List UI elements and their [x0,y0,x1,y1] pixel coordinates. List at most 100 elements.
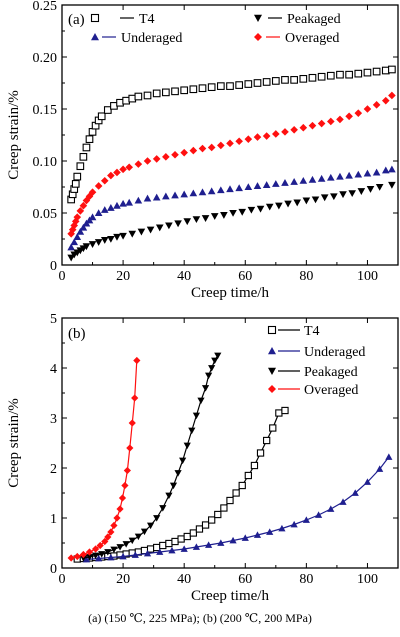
data-point [116,505,124,513]
data-point [159,541,167,550]
series-peakaged [67,181,396,262]
data-point [317,174,326,182]
data-point [82,555,91,563]
data-point [85,554,94,561]
data-point [189,85,198,94]
legend-entry: Peakaged [254,12,341,27]
data-point [198,84,207,93]
y-tick-label: 0.25 [33,0,58,14]
data-point [354,170,363,178]
legend-marker [267,325,277,335]
data-point [198,144,207,153]
data-point [134,533,142,541]
data-point [308,175,317,183]
data-point [290,126,298,134]
data-point [96,541,104,550]
data-point [275,202,283,210]
data-point [269,424,277,432]
data-point [217,539,225,546]
data-point [201,385,210,392]
y-tick-label: 5 [50,312,57,327]
plot-frame [61,4,399,266]
data-point [363,68,372,77]
data-point [262,181,271,188]
data-point [351,489,359,496]
y-tick-label: 0.15 [33,103,58,118]
data-point [299,123,308,132]
x-tick-label: 100 [357,269,378,284]
data-point [82,243,91,251]
data-point [299,176,308,184]
y-tick-label: 0 [50,562,57,577]
series-overaged [67,91,396,238]
data-point [88,188,97,196]
data-point [293,199,301,207]
y-axis-label: Creep strain/% [6,90,22,180]
data-point [308,121,317,130]
data-point [137,228,146,236]
data-point [133,356,141,365]
legend-label: Peakaged [287,12,341,27]
data-point [388,165,396,173]
data-point [290,178,298,185]
data-point [119,232,127,240]
data-point [123,466,131,475]
legend-entry: T4 [267,324,320,339]
data-point [195,525,204,533]
data-point [79,550,87,559]
y-tick-label: 0.05 [33,207,58,222]
data-point [153,543,161,552]
data-point [189,529,197,537]
data-point [192,216,201,224]
data-point [100,206,109,213]
x-axis-label: Creep time/h [191,285,269,301]
legend-marker [91,33,99,41]
data-point [345,70,353,79]
data-point [388,91,396,100]
data-point [168,546,176,554]
data-point [281,128,289,136]
data-point [76,227,85,235]
data-point [281,179,289,186]
data-point [155,224,164,232]
data-point [113,514,121,522]
data-point [119,165,127,174]
data-point [104,549,112,556]
legend-entry: Peakaged [268,365,358,380]
data-point [226,185,234,193]
data-point [152,193,161,201]
data-point [97,112,106,121]
legend-entry: Underaged [91,31,182,46]
data-point [68,225,77,234]
data-point [152,155,161,163]
data-point [372,168,381,176]
data-point [143,157,152,165]
legend-label: T4 [139,12,155,27]
data-point [214,352,222,360]
x-tick-label: 80 [299,572,313,587]
data-point [125,198,133,206]
chart-panel-a: 0 20 40 60 80 100 0 0.05 0.10 0.15 0.20 0.25 Creep t… [6,0,399,301]
data-point [121,481,129,490]
data-point [327,117,335,126]
data-point [79,152,88,161]
data-point [238,208,247,216]
data-point [363,169,372,177]
data-point [165,222,173,230]
data-point [299,74,308,83]
data-point [73,172,82,181]
data-point [119,199,127,207]
data-point [363,105,372,113]
data-point [281,76,289,84]
data-point [98,551,106,558]
data-point [253,79,262,87]
data-point [162,88,170,97]
data-point [128,230,137,238]
data-point [159,505,167,512]
data-point [354,69,363,78]
data-point [101,537,109,546]
data-point [308,73,317,82]
y-tick-label: 0 [50,259,57,274]
data-point [183,442,191,450]
data-point [253,182,262,189]
